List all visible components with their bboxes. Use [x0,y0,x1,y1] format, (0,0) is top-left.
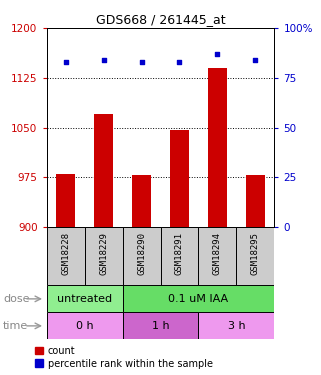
Bar [94,114,113,227]
Bar [47,227,84,285]
Point [177,59,182,65]
Text: 1 h: 1 h [152,321,169,331]
Bar [84,227,123,285]
Text: 0.1 uM IAA: 0.1 uM IAA [169,294,229,304]
Point [139,59,144,65]
Bar [170,130,189,227]
Bar [123,312,198,339]
Text: GSM18295: GSM18295 [251,232,260,275]
Legend: count, percentile rank within the sample: count, percentile rank within the sample [35,346,213,369]
Bar [132,176,151,227]
Point [63,59,68,65]
Bar [47,312,123,339]
Bar [246,176,265,227]
Text: GDS668 / 261445_at: GDS668 / 261445_at [96,13,225,26]
Bar [123,227,160,285]
Bar [198,312,274,339]
Bar [56,174,75,227]
Point [253,57,258,63]
Text: dose: dose [3,294,30,304]
Bar [198,227,237,285]
Text: time: time [3,321,29,331]
Bar [237,227,274,285]
Bar [123,285,274,312]
Text: GSM18290: GSM18290 [137,232,146,275]
Text: 0 h: 0 h [76,321,93,331]
Bar [160,227,198,285]
Text: GSM18294: GSM18294 [213,232,222,275]
Point [101,57,106,63]
Text: GSM18228: GSM18228 [61,232,70,275]
Bar [47,285,123,312]
Text: GSM18291: GSM18291 [175,232,184,275]
Text: GSM18229: GSM18229 [99,232,108,275]
Text: untreated: untreated [57,294,112,304]
Text: 3 h: 3 h [228,321,245,331]
Point [215,51,220,57]
Bar [208,68,227,227]
